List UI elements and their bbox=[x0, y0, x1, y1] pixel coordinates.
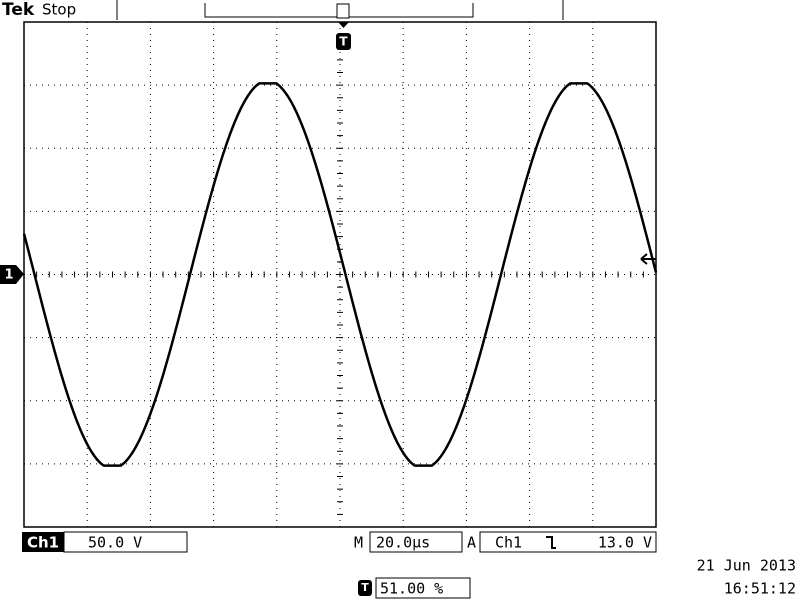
time: 16:51:12 bbox=[724, 580, 796, 598]
brand: Tek bbox=[2, 0, 35, 20]
volts-box bbox=[63, 531, 188, 553]
channel: Ch1 bbox=[27, 534, 59, 552]
channel-marker-label: 1 bbox=[4, 268, 13, 283]
trigger-level: 13.0 V bbox=[598, 534, 652, 552]
time-label: M bbox=[354, 534, 363, 552]
volts-per-div: 50.0 V bbox=[88, 534, 142, 552]
status: Stop bbox=[42, 1, 76, 19]
trigger-label: A bbox=[467, 534, 476, 552]
trigger-marker bbox=[336, 33, 351, 50]
trigger-pos-icon-label: T bbox=[361, 581, 369, 594]
waveform bbox=[22, 82, 658, 467]
channel-box bbox=[22, 532, 64, 552]
trigger-pos-icon bbox=[358, 580, 372, 596]
trigger-level-arrow bbox=[640, 253, 656, 265]
trigger-position: 51.00 % bbox=[380, 580, 443, 598]
trigger-pos-box bbox=[375, 577, 471, 599]
trigger-pointer bbox=[338, 22, 349, 28]
time-box bbox=[369, 531, 463, 553]
trigger-box bbox=[479, 531, 657, 553]
trigger-source: Ch1 bbox=[495, 534, 522, 552]
graticule bbox=[23, 21, 657, 528]
date: 21 Jun 2013 bbox=[697, 557, 796, 575]
trigger-icon: T bbox=[339, 35, 348, 49]
trigger-slope bbox=[546, 536, 556, 549]
time-per-div: 20.0µs bbox=[376, 534, 430, 552]
position-marker bbox=[336, 3, 350, 19]
channel-marker bbox=[0, 265, 24, 284]
